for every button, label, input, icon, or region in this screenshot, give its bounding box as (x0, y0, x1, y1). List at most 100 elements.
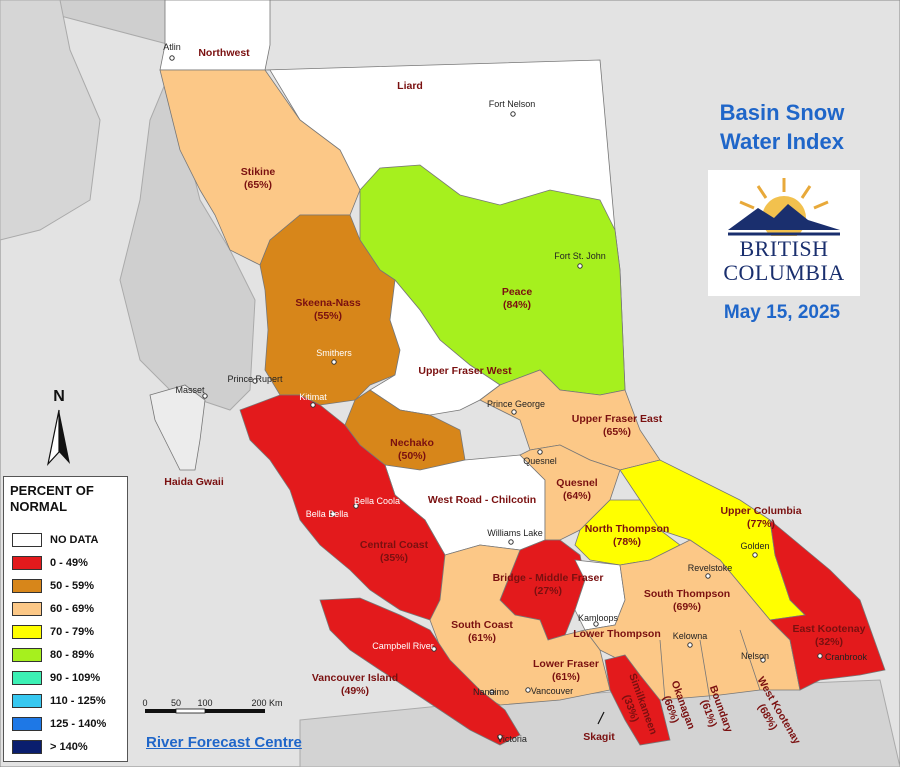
legend-title-2: NORMAL (10, 499, 68, 514)
scale-bar: 0 50 100 200 Km (142, 698, 283, 714)
city-revelstoke: Revelstoke (688, 563, 733, 573)
legend-label: 110 - 125% (50, 695, 106, 707)
label-upper-fraser-east: Upper Fraser East (572, 413, 663, 425)
label-peace: Peace (502, 286, 533, 298)
label-stikine: Stikine (241, 166, 276, 178)
city-nelson: Nelson (741, 651, 769, 661)
legend-label: > 140% (50, 741, 88, 753)
legend-swatch (12, 671, 42, 685)
scale-label-200: 200 Km (251, 698, 282, 708)
pct-south-thompson: (69%) (673, 601, 701, 613)
basin-south-coast (429, 544, 611, 706)
city-golden: Golden (740, 541, 769, 551)
city-atlin: Atlin (163, 42, 181, 52)
legend: PERCENT OF NORMAL NO DATA 0 - 49% 50 - 59%… (3, 476, 128, 762)
city-quesnel: Quesnel (523, 456, 557, 466)
legend-label: 50 - 59% (50, 580, 95, 592)
legend-label: 70 - 79% (50, 626, 95, 638)
label-lower-fraser: Lower Fraser (533, 658, 599, 670)
city-prince-george: Prince George (487, 399, 545, 409)
city-fort-st-john: Fort St. John (554, 251, 606, 261)
legend-swatch (12, 694, 42, 708)
city-kitimat: Kitimat (299, 392, 327, 402)
scale-label-50: 50 (171, 698, 181, 708)
logo-line-1: BRITISH (739, 236, 829, 261)
legend-swatch (12, 740, 42, 754)
city-kelowna: Kelowna (673, 631, 708, 641)
label-west-road-chilcotin: West Road - Chilcotin (428, 494, 536, 506)
scale-segment-3 (205, 709, 265, 713)
scale-segment-1 (145, 709, 176, 713)
pct-nechako: (50%) (398, 450, 426, 462)
label-east-kootenay: East Kootenay (793, 623, 866, 635)
label-south-thompson: South Thompson (644, 588, 730, 600)
haida-gwaii-islands (149, 384, 206, 471)
legend-swatch (12, 556, 42, 570)
label-north-thompson: North Thompson (585, 523, 670, 535)
basin-east-kootenay (769, 519, 886, 691)
title-line-2: Water Index (720, 129, 844, 154)
legend-swatch (12, 602, 42, 616)
legend-swatch (12, 533, 42, 547)
label-quesnel: Quesnel (556, 477, 598, 489)
legend-label: 125 - 140% (50, 718, 107, 730)
label-vancouver-island: Vancouver Island (312, 672, 398, 684)
label-upper-columbia: Upper Columbia (720, 505, 801, 517)
city-prince-rupert: Prince Rupert (227, 374, 283, 384)
label-central-coast: Central Coast (360, 539, 429, 551)
map-title: Basin Snow Water Index (694, 98, 870, 156)
label-south-coast: South Coast (451, 619, 513, 631)
city-cranbrook: Cranbrook (825, 652, 868, 662)
river-forecast-centre-link[interactable]: River Forecast Centre (146, 734, 302, 751)
city-bella-bella: Bella Bella (306, 509, 349, 519)
pct-lower-fraser: (61%) (552, 671, 580, 683)
scale-label-100: 100 (197, 698, 212, 708)
pct-quesnel: (64%) (563, 490, 591, 502)
pct-central-coast: (35%) (380, 552, 408, 564)
label-nechako: Nechako (390, 437, 434, 449)
city-fort-nelson: Fort Nelson (489, 99, 536, 109)
label-liard: Liard (397, 80, 423, 92)
basin-similkameen (604, 654, 671, 746)
city-kamloops: Kamloops (578, 613, 619, 623)
basin-upper-fraser-west (369, 279, 501, 416)
pct-south-coast: (61%) (468, 632, 496, 644)
pct-stikine: (65%) (244, 179, 272, 191)
city-smithers: Smithers (316, 348, 352, 358)
legend-swatch (12, 648, 42, 662)
basin-skeena-nass (259, 214, 401, 406)
city-vancouver: Vancouver (531, 686, 573, 696)
pct-east-kootenay: (32%) (815, 636, 843, 648)
alaska-land (0, 0, 101, 241)
cities: Atlin Fort Nelson Fort St. John Masset P… (163, 42, 867, 744)
legend-swatch (12, 579, 42, 593)
city-nanaimo: Nanaimo (473, 687, 509, 697)
legend-label: 90 - 109% (50, 672, 101, 684)
bc-logo: BRITISH COLUMBIA (708, 170, 860, 296)
legend-label: 60 - 69% (50, 603, 95, 615)
label-skeena-nass: Skeena-Nass (295, 297, 361, 309)
label-lower-thompson: Lower Thompson (573, 628, 661, 640)
map-date: May 15, 2025 (723, 302, 841, 323)
pct-bridge-middle-fraser: (27%) (534, 585, 562, 597)
legend-title-1: PERCENT OF (10, 483, 94, 498)
city-victoria: Victoria (497, 734, 527, 744)
scale-segment-2 (175, 708, 206, 714)
sun-mountain-icon (728, 178, 840, 236)
north-arrow-icon (46, 409, 70, 467)
city-bella-coola: Bella Coola (354, 496, 400, 506)
label-upper-fraser-west: Upper Fraser West (418, 365, 512, 377)
legend-swatch (12, 625, 42, 639)
city-williams-lake: Williams Lake (487, 528, 543, 538)
logo-line-2: COLUMBIA (723, 260, 845, 285)
scale-label-0: 0 (142, 698, 147, 708)
legend-label: NO DATA (50, 534, 99, 546)
legend-label: 80 - 89% (50, 649, 95, 661)
legend-label: 0 - 49% (50, 557, 88, 569)
skagit-pointer (597, 711, 605, 725)
pct-north-thompson: (78%) (613, 536, 641, 548)
north-arrow: N (44, 388, 74, 468)
pct-vancouver-island: (49%) (341, 685, 369, 697)
pct-peace: (84%) (503, 299, 531, 311)
